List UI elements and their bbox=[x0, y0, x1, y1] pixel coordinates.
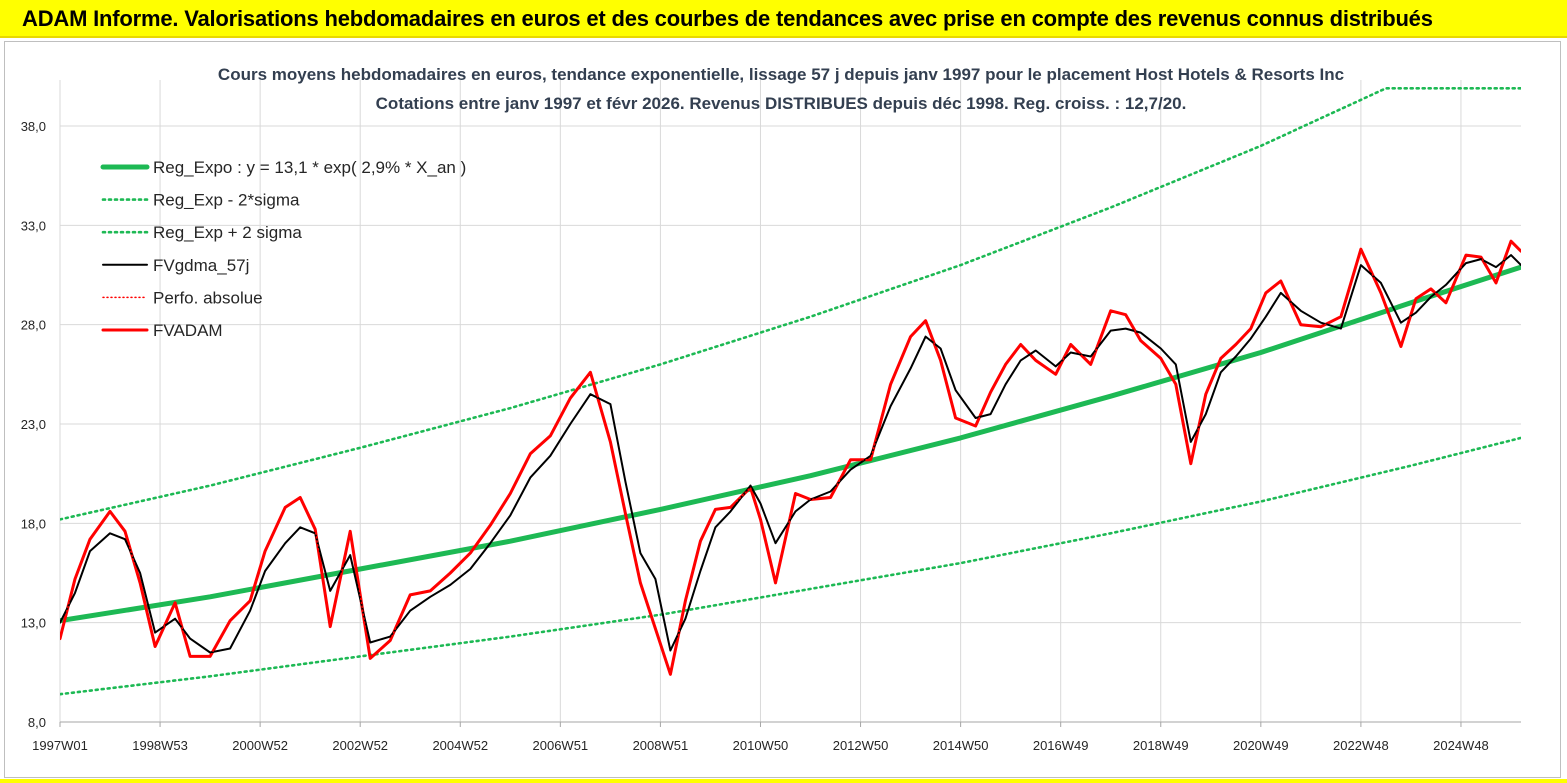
legend-reg-exp-minus-label: Reg_Exp - 2*sigma bbox=[153, 191, 300, 210]
y-tick-label: 13,0 bbox=[21, 616, 46, 631]
y-tick-label: 28,0 bbox=[21, 318, 46, 333]
fvgdma-57j-line bbox=[60, 254, 1521, 654]
fvadam-line bbox=[60, 239, 1521, 676]
reg-expo-line bbox=[60, 264, 1521, 624]
x-tick-label: 2002W52 bbox=[332, 738, 388, 753]
y-tick-label: 18,0 bbox=[21, 516, 46, 531]
axis-labels: 8,0 13,0 18,0 23,0 28,0 33,0 38,0 1997W01 1998W5… bbox=[21, 119, 1489, 753]
report-title: ADAM Informe. Valorisations hebdomadaire… bbox=[22, 6, 1433, 31]
y-tick-label: 38,0 bbox=[21, 119, 46, 134]
chart-frame bbox=[4, 41, 1561, 778]
reg-exp-plus-2sigma-line bbox=[60, 87, 1521, 521]
legend-reg-expo-label: Reg_Expo : y = 13,1 * exp( 2,9% * X_an ) bbox=[153, 158, 466, 177]
reg-exp-minus-2sigma-line bbox=[60, 436, 1521, 696]
x-tick-label: 2008W51 bbox=[633, 738, 689, 753]
x-tick-label: 2016W49 bbox=[1033, 738, 1089, 753]
chart-subtitle: Cotations entre janv 1997 et févr 2026. … bbox=[376, 94, 1187, 113]
bottom-strip bbox=[0, 779, 1567, 783]
x-tick-label: 2000W52 bbox=[232, 738, 288, 753]
x-tick-label: 1997W01 bbox=[32, 738, 88, 753]
x-tick-label: 1998W53 bbox=[132, 738, 188, 753]
x-tick-label: 2004W52 bbox=[432, 738, 488, 753]
x-tick-label: 2014W50 bbox=[933, 738, 989, 753]
legend-fvadam-label: FVADAM bbox=[153, 321, 223, 340]
x-tick-label: 2010W50 bbox=[733, 738, 789, 753]
y-tick-label: 8,0 bbox=[28, 715, 46, 730]
x-tick-label: 2018W49 bbox=[1133, 738, 1189, 753]
y-tick-label: 23,0 bbox=[21, 417, 46, 432]
legend-perfo-label: Perfo. absolue bbox=[153, 288, 263, 307]
report-banner: ADAM Informe. Valorisations hebdomadaire… bbox=[0, 0, 1567, 38]
x-tick-label: 2020W49 bbox=[1233, 738, 1289, 753]
chart-title: Cours moyens hebdomadaires en euros, ten… bbox=[218, 65, 1344, 84]
legend-reg-exp-plus-label: Reg_Exp + 2 sigma bbox=[153, 223, 302, 242]
x-tick-label: 2006W51 bbox=[533, 738, 589, 753]
legend: Reg_Expo : y = 13,1 * exp( 2,9% * X_an )… bbox=[100, 158, 466, 340]
x-tick-label: 2024W48 bbox=[1433, 738, 1489, 753]
series-lines bbox=[60, 87, 1521, 696]
perfo-absolue-line bbox=[60, 240, 1521, 676]
grid-lines bbox=[59, 80, 1521, 727]
legend-fvgdma-label: FVgdma_57j bbox=[153, 256, 249, 275]
x-tick-label: 2012W50 bbox=[833, 738, 889, 753]
x-tick-label: 2022W48 bbox=[1333, 738, 1389, 753]
y-tick-label: 33,0 bbox=[21, 218, 46, 233]
